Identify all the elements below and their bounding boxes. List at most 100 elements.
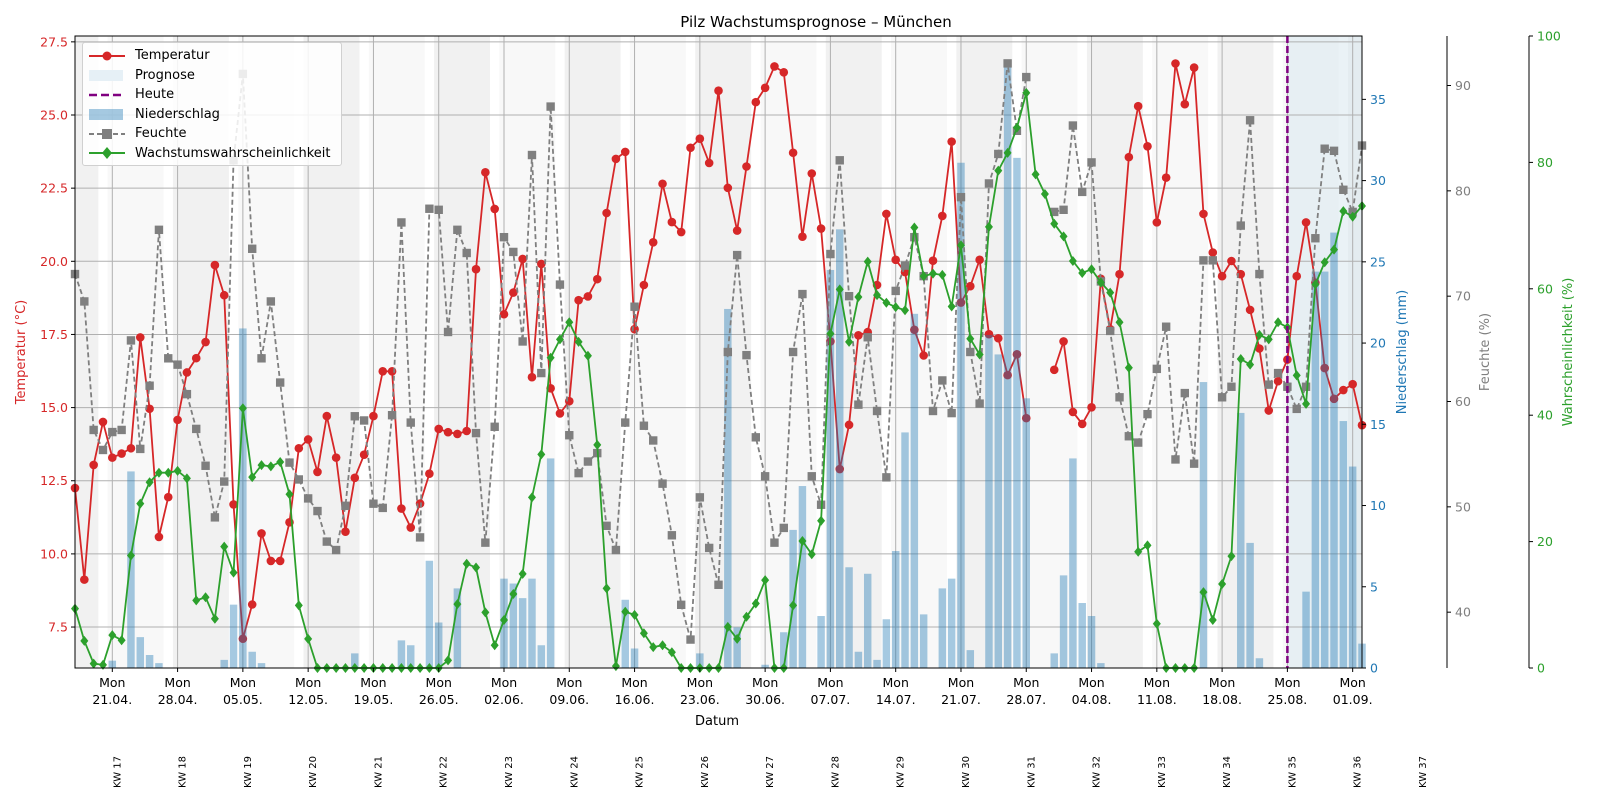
probability-point xyxy=(1031,169,1040,180)
probability-point xyxy=(994,165,1003,176)
humidity-point xyxy=(481,538,490,547)
temperature-point xyxy=(966,281,975,291)
rain-bar xyxy=(220,659,228,668)
humidity-point xyxy=(1301,382,1311,391)
probability-point xyxy=(1330,244,1339,255)
forecast-region xyxy=(1287,36,1362,668)
probability-point xyxy=(1022,87,1031,98)
humidity-point xyxy=(947,408,956,418)
humidity-point xyxy=(1320,144,1329,153)
humidity-point xyxy=(266,297,276,306)
humidity-point xyxy=(164,354,173,363)
legend-item-forecast: Prognose xyxy=(83,66,341,86)
week-label: KW 27 xyxy=(765,756,776,788)
legend-label: Prognose xyxy=(135,67,195,83)
temperature-point xyxy=(984,329,994,339)
humidity-point xyxy=(742,350,751,360)
rain-bar xyxy=(798,486,807,668)
temperature-point xyxy=(182,368,192,377)
humidity-point xyxy=(658,479,667,488)
x-tick-label-date: 30.06. xyxy=(745,692,785,707)
week-label: KW 36 xyxy=(1353,756,1364,788)
humidity-point xyxy=(1189,459,1199,468)
temperature-point xyxy=(1273,376,1283,386)
probability-point xyxy=(154,467,163,478)
temperature-point xyxy=(509,288,518,297)
week-label: KW 31 xyxy=(1026,756,1037,788)
humidity-point xyxy=(1208,256,1217,265)
rain-bar xyxy=(826,269,835,668)
y-tick-label-humidity: 50 xyxy=(1455,499,1471,514)
humidity-point xyxy=(126,336,136,345)
x-tick-label-date: 05.05. xyxy=(223,692,263,707)
humidity-point xyxy=(518,337,527,346)
rain-bar xyxy=(985,334,993,668)
probability-point xyxy=(462,558,471,569)
probability-point xyxy=(136,498,145,509)
humidity-point xyxy=(686,635,695,644)
probability-point xyxy=(1255,329,1264,340)
temperature-point xyxy=(397,504,406,513)
humidity-point xyxy=(649,436,658,445)
probability-point xyxy=(490,640,499,651)
humidity-point xyxy=(425,204,434,213)
probability-point xyxy=(630,609,639,620)
week-label: KW 29 xyxy=(896,756,907,788)
x-tick-label-day: Mon xyxy=(1339,675,1365,690)
y-axis-label-rain: Niederschlag (mm) xyxy=(1395,290,1410,415)
temperature-point xyxy=(163,492,173,502)
rain-bar xyxy=(845,567,853,668)
temperature-point xyxy=(1143,142,1152,151)
x-tick-label-date: 28.04. xyxy=(158,692,198,707)
week-label: KW 26 xyxy=(700,756,711,788)
humidity-point xyxy=(322,537,332,546)
humidity-point xyxy=(1124,432,1134,441)
x-tick-label-day: Mon xyxy=(1144,675,1170,690)
week-band xyxy=(75,36,99,668)
temperature-point xyxy=(574,295,583,305)
probability-point xyxy=(1012,122,1021,133)
rain-bar xyxy=(528,578,536,668)
temperature-point xyxy=(322,411,332,421)
x-tick-label-day: Mon xyxy=(230,675,256,690)
temperature-point xyxy=(135,333,145,342)
temperature-point xyxy=(247,600,257,609)
rain-bar xyxy=(696,653,704,668)
temperature-point xyxy=(481,168,490,177)
legend-label: Feuchte xyxy=(135,126,187,142)
week-band xyxy=(629,36,686,668)
temperature-point xyxy=(490,204,499,214)
humidity-point xyxy=(369,499,378,508)
week-band xyxy=(368,36,425,668)
temperature-point xyxy=(154,532,164,542)
x-tick-label-day: Mon xyxy=(491,675,517,690)
rain-bar xyxy=(621,599,629,668)
temperature-point xyxy=(145,404,154,414)
probability-point xyxy=(658,640,667,651)
probability-point xyxy=(537,449,546,460)
x-tick-label-day: Mon xyxy=(99,675,125,690)
temperature-point xyxy=(1217,271,1227,281)
humidity-point xyxy=(751,433,761,442)
humidity-point xyxy=(1311,234,1320,243)
humidity-point xyxy=(826,249,835,259)
week-band xyxy=(1217,36,1274,668)
temperature-point xyxy=(732,226,742,235)
x-tick-label-date: 01.09. xyxy=(1333,692,1373,707)
humidity-point xyxy=(788,347,798,357)
humidity-point xyxy=(565,431,574,440)
temperature-point xyxy=(1003,370,1012,380)
temperature-point xyxy=(620,147,630,157)
probability-point xyxy=(1087,264,1096,275)
temperature-point xyxy=(266,556,276,566)
probability-point xyxy=(1292,370,1301,381)
humidity-point xyxy=(994,149,1003,159)
humidity-point xyxy=(378,503,387,513)
y-tick-label-temperature: 10.0 xyxy=(40,546,68,561)
rain-bar xyxy=(145,655,154,668)
probability-point xyxy=(294,600,303,611)
legend-diamond-marker-icon xyxy=(87,146,127,160)
rain-bar xyxy=(1097,663,1105,668)
humidity-point xyxy=(602,521,611,530)
x-tick-label-day: Mon xyxy=(1209,675,1235,690)
